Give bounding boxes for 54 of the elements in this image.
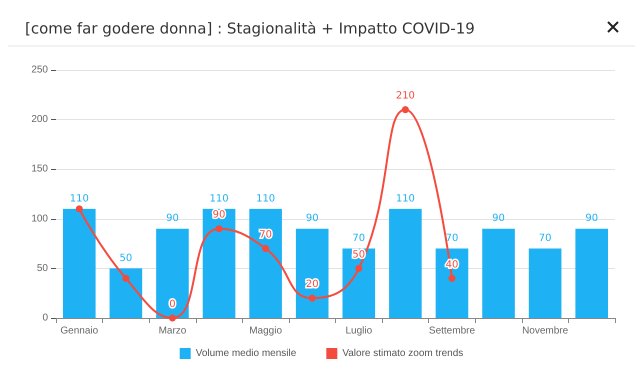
data-label: 20 xyxy=(306,279,319,290)
data-label: 110 xyxy=(209,193,229,204)
data-label: 210 xyxy=(396,90,415,102)
y-tick-label: 150 xyxy=(31,164,48,175)
bar xyxy=(249,208,282,318)
data-label: 0 xyxy=(169,299,176,310)
point xyxy=(168,314,176,322)
bar xyxy=(436,248,468,318)
bar xyxy=(110,268,142,318)
bar xyxy=(62,208,96,318)
bar xyxy=(156,228,189,318)
y-tick-label: 50 xyxy=(36,262,48,274)
bar xyxy=(482,228,515,318)
data-label: 90 xyxy=(585,213,598,224)
x-tick-label: Luglio xyxy=(345,326,373,336)
data-label: 90 xyxy=(492,213,505,224)
data-label: 90 xyxy=(306,213,319,224)
x-tick-label: Settembre xyxy=(428,326,476,336)
data-label: 70 xyxy=(538,233,552,244)
point xyxy=(122,274,130,282)
x-tick-label: Novembre xyxy=(522,326,569,336)
point xyxy=(308,294,316,302)
data-label: 50 xyxy=(120,252,132,264)
point xyxy=(262,245,270,252)
bar xyxy=(296,228,329,318)
data-label: 110 xyxy=(256,193,276,204)
y-tick-label: 250 xyxy=(31,64,48,76)
x-tick-label: Marzo xyxy=(158,326,187,336)
bar xyxy=(342,248,376,318)
legend-label: Valore stimato zoom trends xyxy=(342,348,464,359)
data-label: 110 xyxy=(396,193,415,204)
bar xyxy=(202,208,236,318)
data-label: 70 xyxy=(352,233,366,244)
point xyxy=(355,264,362,272)
y-tick-label: 0 xyxy=(42,312,48,324)
x-tick-label: Maggio xyxy=(249,326,282,336)
y-tick-label: 100 xyxy=(31,213,48,224)
y-tick-label: 200 xyxy=(31,114,48,126)
data-label: 90 xyxy=(166,213,179,224)
data-label: 70 xyxy=(446,233,458,244)
bar xyxy=(575,228,608,318)
point xyxy=(402,106,409,114)
x-tick-label: Gennaio xyxy=(60,326,99,336)
data-label: 70 xyxy=(259,230,272,241)
data-label: 90 xyxy=(212,210,226,221)
bar xyxy=(528,248,562,318)
bar xyxy=(389,208,422,318)
data-label: 110 xyxy=(70,193,89,204)
point xyxy=(448,274,456,282)
point xyxy=(76,205,83,212)
data-label: 50 xyxy=(352,249,366,260)
chart-title: [come far godere donna] : Stagionalità + Impatto COVID-19 xyxy=(25,20,475,38)
legend-label: Volume medio mensile xyxy=(196,348,297,359)
point xyxy=(216,225,223,232)
